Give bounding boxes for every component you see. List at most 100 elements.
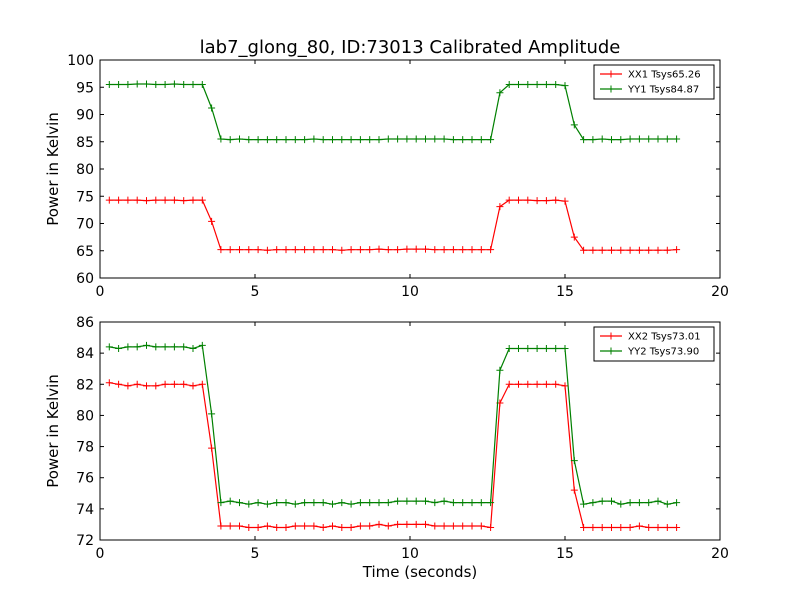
data-point: [487, 524, 495, 532]
data-point: [394, 497, 402, 505]
data-point: [245, 246, 253, 254]
data-point: [589, 136, 597, 144]
data-point: [152, 196, 160, 204]
data-point: [515, 380, 522, 388]
data-point: [570, 233, 578, 241]
data-point: [161, 343, 169, 351]
data-point: [356, 499, 364, 507]
data-point: [180, 197, 188, 205]
data-point: [524, 344, 532, 352]
data-point: [291, 500, 299, 508]
data-point: [208, 217, 216, 225]
legend-label: YY2 Tsys73.90: [627, 347, 699, 358]
series-group: [105, 80, 681, 254]
data-point: [505, 380, 513, 388]
data-point: [143, 197, 150, 205]
data-point: [412, 520, 420, 528]
data-point: [440, 246, 448, 254]
legend-swatch-marker: [607, 332, 615, 340]
data-point: [384, 135, 392, 143]
data-point: [319, 524, 327, 532]
data-point: [208, 444, 216, 452]
data-point: [366, 522, 374, 530]
data-point: [245, 500, 253, 508]
data-point: [329, 246, 336, 254]
data-point: [542, 344, 550, 352]
data-point: [366, 136, 374, 144]
y-tick-label: 95: [76, 80, 94, 96]
series-line-2: [109, 83, 677, 141]
data-point: [477, 499, 485, 507]
data-point: [663, 500, 671, 508]
legend-label: XX1 Tsys65.26: [628, 70, 701, 81]
data-point: [449, 499, 457, 507]
data-point: [236, 135, 243, 143]
data-point: [524, 196, 532, 204]
x-tick-label: 5: [251, 546, 260, 562]
data-point: [217, 246, 225, 254]
data-point: [431, 522, 439, 530]
data-point: [626, 524, 634, 532]
data-point: [542, 380, 550, 388]
data-point: [226, 136, 234, 144]
data-point: [561, 344, 569, 352]
data-point: [589, 524, 597, 532]
data-point: [589, 246, 597, 254]
data-point: [375, 245, 383, 253]
data-point: [431, 499, 439, 507]
data-point: [291, 136, 299, 144]
data-point: [282, 524, 290, 532]
data-point: [282, 136, 290, 144]
data-point: [329, 500, 336, 508]
data-point: [635, 135, 643, 143]
y-tick-label: 85: [76, 135, 94, 151]
data-point: [338, 524, 346, 532]
data-point: [654, 135, 662, 143]
data-point: [208, 410, 216, 418]
data-point: [431, 135, 439, 143]
data-point: [515, 81, 522, 89]
data-point: [673, 246, 681, 254]
data-point: [617, 246, 625, 254]
data-point: [515, 344, 522, 352]
data-point: [263, 246, 271, 254]
data-point: [635, 499, 643, 507]
data-point: [505, 81, 513, 89]
data-point: [124, 196, 132, 204]
data-point: [663, 135, 671, 143]
data-point: [570, 457, 578, 465]
data-point: [533, 81, 541, 89]
data-point: [422, 135, 429, 143]
data-point: [422, 497, 429, 505]
data-point: [198, 81, 206, 89]
data-point: [412, 245, 420, 253]
data-point: [329, 522, 336, 530]
y-tick-label: 65: [76, 244, 94, 260]
data-point: [347, 524, 355, 532]
data-point: [124, 81, 132, 89]
data-point: [552, 81, 560, 89]
data-point: [468, 522, 476, 530]
data-point: [189, 81, 197, 89]
data-point: [635, 522, 643, 530]
data-point: [133, 196, 141, 204]
data-point: [487, 136, 495, 144]
data-point: [347, 246, 355, 254]
data-point: [236, 246, 243, 254]
y-tick-label: 70: [76, 217, 94, 233]
data-point: [133, 380, 141, 388]
data-point: [384, 522, 392, 530]
data-point: [170, 196, 178, 204]
data-point: [170, 380, 178, 388]
data-point: [384, 246, 392, 254]
y-tick-label: 78: [76, 440, 94, 456]
data-point: [180, 81, 188, 89]
legend-box: [593, 64, 715, 100]
data-point: [152, 382, 160, 390]
data-point: [403, 245, 411, 253]
data-point: [356, 136, 364, 144]
data-point: [533, 197, 541, 205]
data-point: [654, 246, 662, 254]
